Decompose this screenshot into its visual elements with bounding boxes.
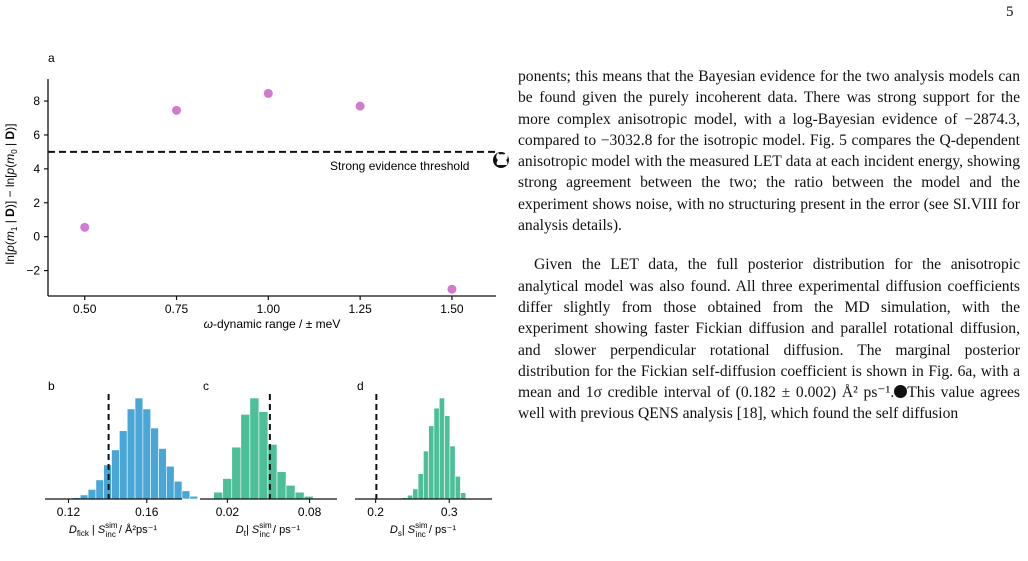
figure-svg: a −2 0 2 4 6 8 0.50 0.75 1.00 1.25 1.50 Strong ev…: [3, 51, 509, 539]
data-point: [447, 284, 457, 294]
panel-c-ticks: 0.02 0.08: [216, 499, 322, 519]
panel-a-y-ticks: −2 0 2 4 6 8: [26, 94, 48, 278]
x-tick-label: 0.3: [441, 505, 458, 519]
x-tick-label: 0.75: [165, 302, 189, 316]
panel-d-xlabel: Ds| Ssim inc / ps⁻¹: [390, 521, 456, 539]
github-icon[interactable]: [493, 152, 509, 168]
histogram-bar: [150, 427, 159, 500]
histogram-bar: [412, 488, 419, 500]
histogram-bar: [438, 397, 445, 500]
panel-b-bars: [72, 397, 198, 500]
panel-c-bars: [213, 397, 314, 500]
histogram-bar: [454, 475, 461, 500]
panel-a-points: [80, 88, 457, 294]
histogram-bar: [95, 479, 105, 500]
panel-b-ticks: 0.12 0.16: [57, 499, 159, 519]
x-tick-label: 0.08: [298, 505, 322, 519]
panel-b: b 0.12 0.16 Dfick | Ssim inc / Å²ps⁻¹: [45, 379, 198, 539]
histogram-bar: [111, 449, 120, 500]
data-point: [172, 105, 182, 115]
histogram-bar: [119, 430, 128, 500]
x-tick-label: 1.25: [348, 302, 372, 316]
panel-d: d 0.2 0.3 Ds| Ssim inc / ps⁻¹: [355, 379, 492, 539]
histogram-bar: [134, 397, 144, 500]
histogram-bar: [142, 408, 151, 500]
x-tick-label: 0.50: [73, 302, 97, 316]
data-point: [355, 101, 365, 111]
github-icon[interactable]: [894, 385, 908, 399]
paragraph-2: Given the LET data, the full posterior d…: [518, 254, 1020, 424]
histogram-bar: [449, 445, 456, 500]
x-tick-label: 0.12: [57, 505, 81, 519]
x-tick-label: 0.2: [367, 505, 384, 519]
histogram-bar: [231, 446, 242, 500]
histogram-bar: [423, 450, 429, 500]
panel-b-xlabel: Dfick | Ssim inc / Å²ps⁻¹: [69, 521, 158, 539]
histogram-bar: [294, 491, 305, 500]
y-tick-label: −2: [26, 264, 40, 278]
body-text: ponents; this means that the Bayesian ev…: [518, 66, 1020, 425]
panel-b-label: b: [48, 379, 55, 393]
histogram-bar: [213, 491, 224, 500]
x-tick-label: 1.00: [257, 302, 281, 316]
panel-c-xlabel: Dt| Ssim inc / ps⁻¹: [236, 521, 301, 539]
x-tick-label: 0.16: [135, 505, 159, 519]
histogram-bar: [249, 397, 260, 500]
histogram-bar: [444, 415, 451, 500]
x-tick-label: 0.02: [216, 505, 240, 519]
paragraph-2a: Given the LET data, the full posterior d…: [518, 256, 1020, 402]
y-tick-label: 8: [33, 94, 40, 108]
data-point: [80, 222, 90, 232]
panel-d-bars: [401, 397, 467, 500]
panel-a: a −2 0 2 4 6 8 0.50 0.75 1.00 1.25 1.50 Strong ev…: [3, 51, 509, 331]
threshold-label: Strong evidence threshold: [330, 159, 469, 173]
histogram-bar: [126, 408, 136, 500]
figure: a −2 0 2 4 6 8 0.50 0.75 1.00 1.25 1.50 Strong ev…: [0, 0, 510, 561]
histogram-bar: [276, 471, 287, 500]
histogram-bar: [258, 411, 269, 500]
y-tick-label: 2: [33, 196, 40, 210]
panel-c: c 0.02 0.08 Dt| Ssim inc / ps⁻¹: [200, 379, 337, 539]
y-tick-label: 4: [33, 162, 40, 176]
paragraph-2b: This value agrees well with previous QEN…: [518, 384, 1020, 423]
data-point: [263, 88, 273, 98]
panel-d-label: d: [357, 379, 364, 393]
panel-d-ticks: 0.2 0.3: [367, 499, 458, 519]
histogram-bar: [460, 492, 467, 500]
panel-c-label: c: [203, 379, 209, 393]
panel-a-x-ticks: 0.50 0.75 1.00 1.25 1.50: [73, 296, 464, 316]
histogram-bar: [189, 495, 198, 500]
histogram-bar: [181, 490, 191, 500]
histogram-bar: [267, 444, 278, 500]
histogram-bar: [240, 414, 251, 500]
histogram-bar: [417, 473, 424, 500]
histogram-bar: [433, 407, 440, 500]
histogram-bar: [285, 485, 296, 500]
panel-a-label: a: [48, 51, 55, 65]
histogram-bar: [428, 425, 435, 500]
paragraph-1: ponents; this means that the Bayesian ev…: [518, 68, 1020, 235]
histogram-bar: [222, 478, 233, 500]
histogram-bar: [87, 489, 97, 500]
histogram-bar: [158, 448, 167, 500]
histogram-bar: [166, 465, 175, 500]
panel-a-ylabel: ln[p(m1 | D)] − ln[p(m0 | D)]: [3, 124, 19, 265]
panel-a-xlabel: ω-dynamic range / ± meV: [204, 317, 341, 331]
page-number: 5: [1006, 4, 1014, 20]
y-tick-label: 0: [33, 230, 40, 244]
x-tick-label: 1.50: [440, 302, 464, 316]
histogram-bar: [173, 480, 183, 500]
y-tick-label: 6: [33, 128, 40, 142]
